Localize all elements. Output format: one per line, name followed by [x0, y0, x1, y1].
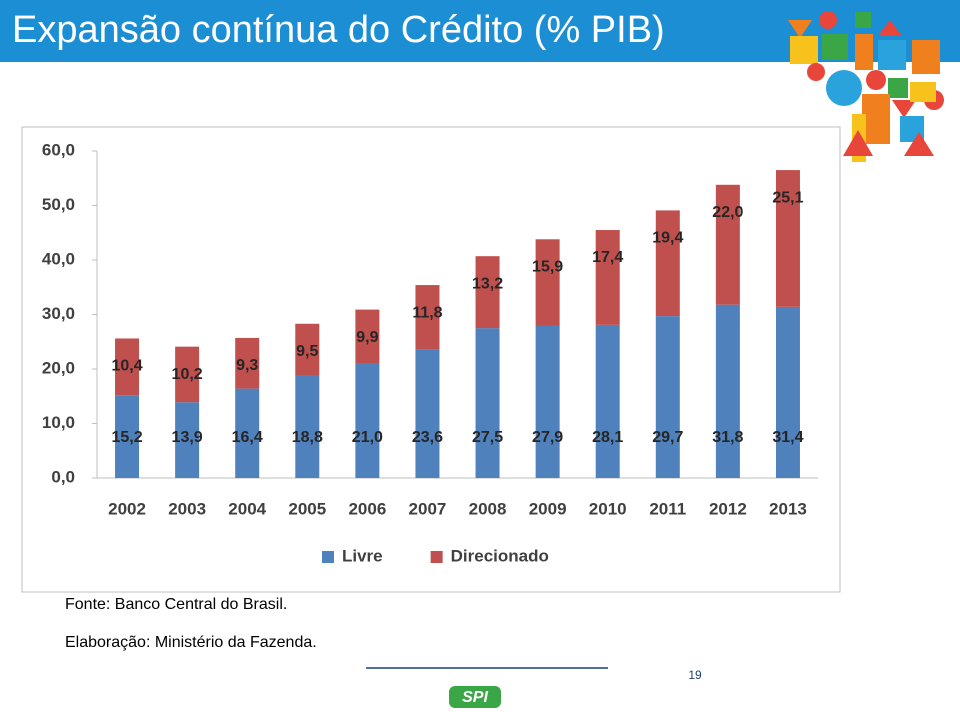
bar-segment [415, 285, 440, 350]
bar-segment [235, 388, 260, 478]
bar-segment [715, 304, 740, 478]
bar-segment [595, 324, 620, 478]
credit-note: Elaboração: Ministério da Fazenda. [65, 634, 317, 651]
value-label: 21,0 [352, 429, 383, 446]
legend-label: Livre [342, 546, 383, 565]
value-label: 10,2 [172, 366, 203, 383]
bar-segment [475, 328, 500, 478]
y-tick-label: 60,0 [42, 140, 75, 159]
value-label: 10,4 [111, 358, 142, 375]
x-tick-label: 2002 [108, 499, 146, 518]
bar-segment [235, 337, 260, 389]
decoration [788, 11, 944, 162]
bar-segment [115, 395, 140, 478]
y-tick-label: 20,0 [42, 358, 75, 377]
x-tick-label: 2004 [228, 499, 266, 518]
x-tick-label: 2006 [348, 499, 386, 518]
bar-segment [775, 306, 800, 478]
y-tick-label: 50,0 [42, 195, 75, 214]
value-label: 29,7 [652, 429, 683, 446]
y-tick-label: 0,0 [51, 467, 75, 486]
x-tick-label: 2011 [649, 499, 686, 518]
y-tick-label: 10,0 [42, 413, 75, 432]
value-label: 18,8 [292, 429, 323, 446]
bar-segment [535, 239, 560, 326]
bar-segment [715, 184, 740, 305]
y-tick-label: 40,0 [42, 249, 75, 268]
value-label: 22,0 [712, 204, 743, 221]
legend-swatch [322, 551, 334, 563]
value-label: 28,1 [592, 429, 623, 446]
legend-swatch [430, 551, 443, 563]
value-label: 23,6 [412, 429, 443, 446]
value-label: 9,9 [356, 329, 378, 346]
value-label: 13,2 [472, 275, 503, 292]
x-tick-label: 2009 [529, 499, 567, 518]
page-number: 19 [688, 668, 702, 682]
value-label: 31,8 [712, 429, 743, 446]
bar-segment [655, 316, 680, 478]
x-tick-label: 2003 [168, 499, 206, 518]
value-label: 25,1 [772, 189, 803, 206]
value-label: 9,5 [296, 343, 318, 360]
bar-segment [115, 338, 140, 396]
x-tick-label: 2012 [709, 499, 747, 518]
x-tick-label: 2005 [288, 499, 326, 518]
plot: 0,0 10,0 20,0 30,0 40,0 50,0 60,0 2002 15,2 10,4 2… [42, 140, 818, 565]
bar-segment [295, 375, 320, 478]
bar-segment [355, 309, 380, 364]
bar-segment [355, 363, 380, 478]
value-label: 13,9 [172, 429, 203, 446]
bar-segment [175, 346, 200, 403]
value-label: 31,4 [772, 429, 803, 446]
x-tick-label: 2007 [409, 499, 447, 518]
bar-segment [535, 325, 560, 478]
source-note: Fonte: Banco Central do Brasil. [65, 596, 287, 613]
y-tick-label: 30,0 [42, 304, 75, 323]
logo: SPI [462, 689, 488, 706]
value-label: 9,3 [236, 357, 258, 374]
bar-segment [475, 256, 500, 329]
bar-segment [175, 402, 200, 478]
bar-segment [595, 230, 620, 325]
x-tick-label: 2008 [469, 499, 507, 518]
value-label: 19,4 [652, 230, 683, 247]
value-label: 16,4 [232, 429, 263, 446]
bar-segment [775, 170, 800, 307]
value-label: 27,9 [532, 429, 563, 446]
value-label: 11,8 [412, 304, 442, 321]
value-label: 15,9 [532, 259, 563, 276]
legend-label: Direcionado [451, 546, 549, 565]
bar-segment [295, 323, 320, 376]
x-tick-label: 2013 [769, 499, 807, 518]
value-label: 27,5 [472, 429, 503, 446]
x-tick-label: 2010 [589, 499, 627, 518]
bar-segment [415, 349, 440, 478]
value-label: 15,2 [111, 429, 142, 446]
bar-segment [655, 210, 680, 317]
logo-box [449, 686, 501, 708]
slide-title: Expansão contínua do Crédito (% PIB) [12, 9, 665, 51]
value-label: 17,4 [592, 249, 623, 266]
